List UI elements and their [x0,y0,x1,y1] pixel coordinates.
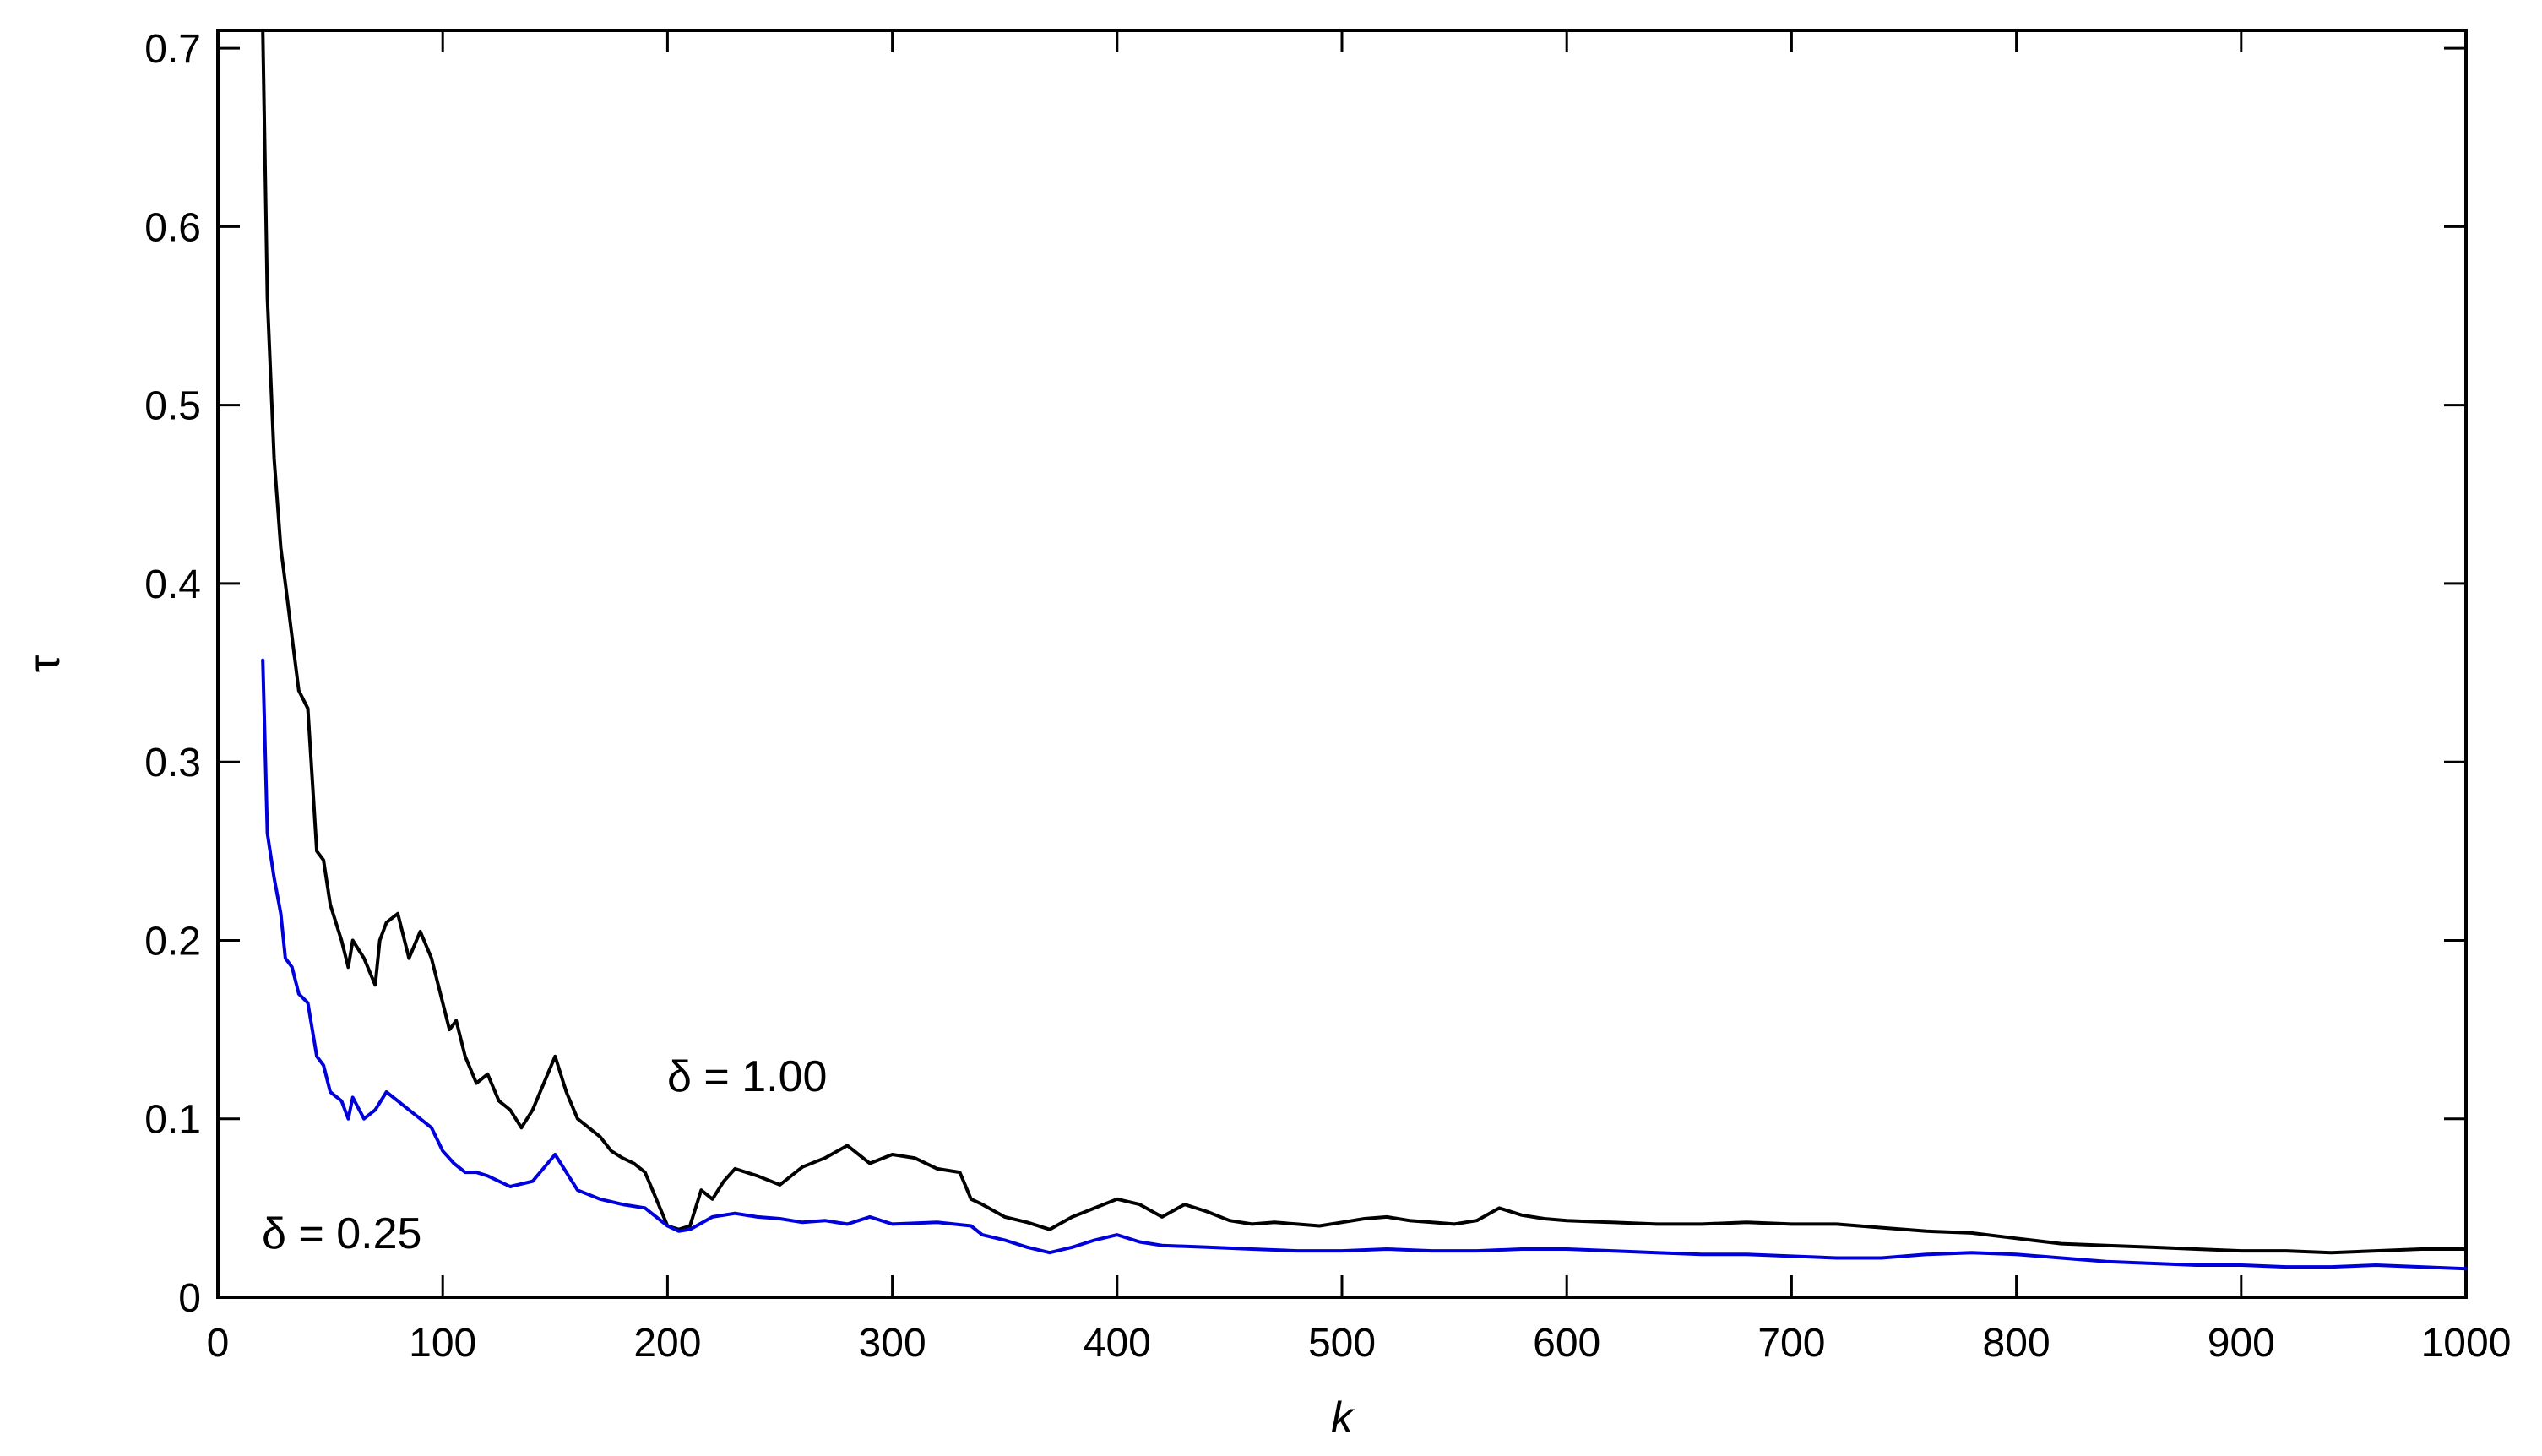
x-tick-label: 600 [1533,1321,1600,1366]
series-lines [261,29,2468,1271]
x-tick-label: 700 [1757,1321,1825,1366]
axis-ticks: 0 100 200 300 400 500 600 700 800 900 1000 0 0.1 0.2 0… [144,27,2511,1366]
y-tick-label: 0.1 [144,1098,201,1143]
y-tick-label: 0.3 [144,741,201,785]
y-tick-label: 0.7 [144,27,201,72]
annotation-delta-1-00: δ = 1.00 [667,1052,827,1101]
y-tick-label: 0.6 [144,205,201,250]
x-tick-label: 900 [2208,1321,2275,1366]
x-tick-label: 200 [633,1321,701,1366]
y-axis-label: τ [20,655,69,672]
x-tick-label: 0 [207,1321,230,1366]
axes [216,29,2468,1299]
plot-frame [216,29,2468,1299]
x-tick-label: 1000 [2421,1321,2512,1366]
y-tick-label: 0.4 [144,562,201,607]
x-tick-label: 500 [1308,1321,1376,1366]
x-tick-label: 400 [1084,1321,1151,1366]
y-tick-label: 0.5 [144,384,201,429]
series-line-black [261,29,2468,1255]
x-tick-label: 100 [409,1321,476,1366]
y-tick-label: 0.2 [144,919,201,964]
x-tick-label: 800 [1983,1321,2050,1366]
axis-labels: k τ [20,655,1355,1442]
y-tick-label: 0 [178,1276,201,1321]
x-axis-label: k [1331,1394,1355,1442]
annotations: δ = 1.00 δ = 0.25 [262,1052,827,1258]
annotation-delta-0-25: δ = 0.25 [262,1209,421,1258]
series-line-blue [261,658,2468,1271]
x-tick-label: 300 [859,1321,926,1366]
